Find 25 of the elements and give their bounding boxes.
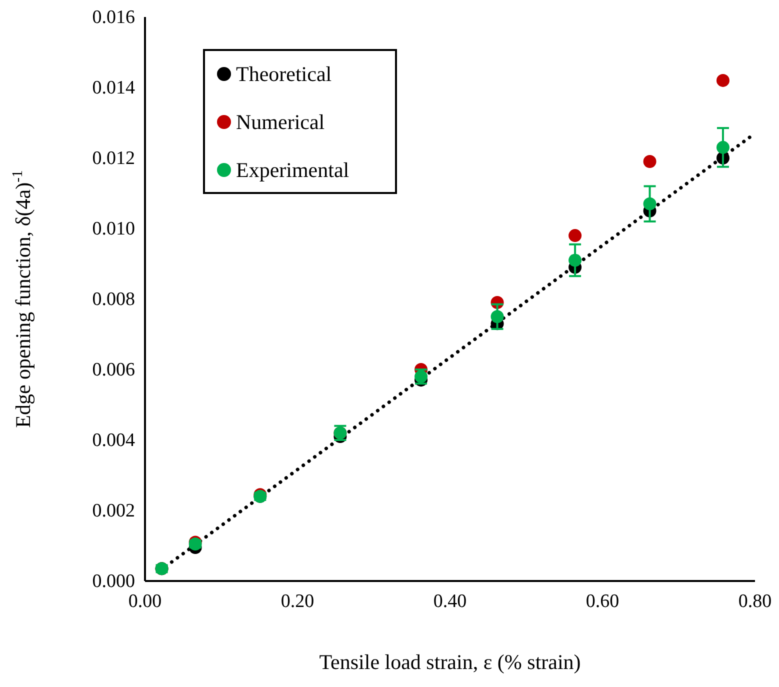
y-tick-label: 0.000 — [92, 571, 135, 592]
legend-label: Experimental — [236, 158, 350, 182]
y-tick-label: 0.008 — [92, 289, 135, 310]
legend-label: Theoretical — [236, 62, 332, 86]
y-tick-label: 0.002 — [92, 500, 135, 522]
x-tick-label: 0.40 — [433, 591, 467, 612]
x-tick-label: 0.20 — [280, 591, 314, 612]
x-axis-title: Tensile load strain, ε (% strain) — [319, 650, 581, 674]
point — [568, 254, 582, 267]
point — [716, 74, 730, 87]
point — [716, 140, 730, 154]
x-tick-label: 0.60 — [586, 591, 620, 612]
y-tick-label: 0.016 — [92, 7, 135, 28]
point — [490, 310, 504, 324]
x-tick-label: 0.80 — [738, 591, 772, 612]
x-tick-label: 0.00 — [128, 591, 162, 612]
point — [568, 229, 582, 242]
y-tick-label: 0.004 — [92, 430, 136, 451]
y-tick-label: 0.006 — [92, 360, 135, 380]
legend-label: Numerical — [236, 110, 325, 134]
point — [643, 197, 656, 210]
point — [643, 155, 656, 168]
y-tick-label: 0.010 — [92, 218, 135, 240]
y-tick-label: 0.014 — [92, 78, 136, 98]
y-tick-label: 0.012 — [92, 148, 135, 169]
